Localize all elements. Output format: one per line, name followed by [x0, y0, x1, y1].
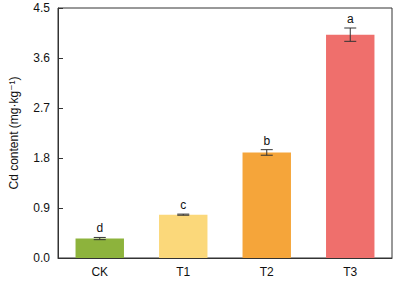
- svg-text:T1: T1: [176, 265, 190, 279]
- svg-text:4.5: 4.5: [33, 1, 50, 15]
- svg-text:T3: T3: [343, 265, 357, 279]
- svg-text:0.0: 0.0: [33, 251, 50, 265]
- svg-text:2.7: 2.7: [33, 101, 50, 115]
- svg-text:a: a: [347, 12, 354, 26]
- svg-text:b: b: [263, 134, 270, 148]
- svg-text:1.8: 1.8: [33, 151, 50, 165]
- svg-text:T2: T2: [260, 265, 274, 279]
- svg-text:0.9: 0.9: [33, 201, 50, 215]
- svg-text:c: c: [180, 198, 186, 212]
- svg-text:CK: CK: [91, 265, 108, 279]
- svg-text:3.6: 3.6: [33, 51, 50, 65]
- svg-text:d: d: [96, 221, 103, 235]
- svg-text:Cd content (mg·kg⁻¹): Cd content (mg·kg⁻¹): [7, 76, 21, 189]
